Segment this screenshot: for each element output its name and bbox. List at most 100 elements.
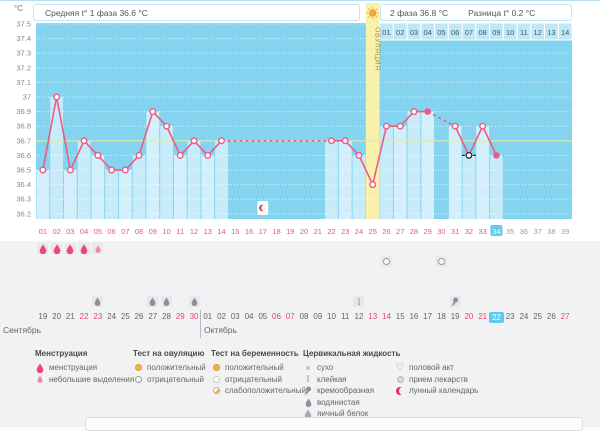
cycle-day-number[interactable]: 12 xyxy=(190,227,198,236)
menstruation-mark[interactable] xyxy=(92,243,104,254)
date-cell[interactable]: 03 xyxy=(230,312,240,321)
temp-point[interactable] xyxy=(341,137,349,145)
temp-point[interactable] xyxy=(204,151,212,159)
cervical-fluid-mark[interactable]: I xyxy=(353,296,365,307)
temp-point[interactable] xyxy=(369,181,377,189)
date-cell[interactable]: 07 xyxy=(285,312,295,321)
date-cell[interactable]: 26 xyxy=(546,312,556,321)
date-cell[interactable]: 25 xyxy=(533,312,543,321)
date-cell[interactable]: 27 xyxy=(148,312,158,321)
cycle-day-number[interactable]: 03 xyxy=(66,227,74,236)
date-cell[interactable]: 18 xyxy=(436,312,446,321)
menstruation-mark[interactable] xyxy=(37,243,49,254)
cycle-day-number[interactable]: 15 xyxy=(231,227,239,236)
cycle-day-number[interactable]: 11 xyxy=(176,227,184,236)
temp-point[interactable] xyxy=(327,137,335,145)
cervical-fluid-mark[interactable] xyxy=(188,296,200,307)
temp-point[interactable] xyxy=(355,151,363,159)
cervical-fluid-mark[interactable] xyxy=(147,296,159,307)
cycle-day-number[interactable]: 27 xyxy=(396,227,404,236)
cycle-day-number[interactable]: 36 xyxy=(520,227,528,236)
date-cell[interactable]: 01 xyxy=(203,312,213,321)
date-cell[interactable]: 10 xyxy=(327,312,336,321)
cycle-day-number[interactable]: 29 xyxy=(424,227,432,236)
date-cell[interactable]: 28 xyxy=(162,312,172,321)
cycle-day-number[interactable]: 34 xyxy=(492,227,500,236)
cervical-fluid-mark[interactable] xyxy=(161,296,173,307)
temp-point[interactable] xyxy=(396,122,404,130)
cycle-day-number[interactable]: 08 xyxy=(135,227,143,236)
temp-point[interactable] xyxy=(410,108,418,116)
cycle-day-number[interactable]: 26 xyxy=(382,227,390,236)
temp-point[interactable] xyxy=(218,137,226,145)
date-cell[interactable]: 14 xyxy=(382,312,391,321)
date-cell[interactable]: 24 xyxy=(107,312,117,321)
temp-point[interactable] xyxy=(424,108,431,115)
date-cell[interactable]: 19 xyxy=(38,312,48,321)
date-cell[interactable]: 20 xyxy=(52,312,62,321)
date-cell[interactable]: 13 xyxy=(368,312,378,321)
date-cell[interactable]: 23 xyxy=(93,312,103,321)
cycle-day-number[interactable]: 06 xyxy=(107,227,115,236)
date-cell[interactable]: 17 xyxy=(423,312,433,321)
date-cell[interactable]: 05 xyxy=(258,312,268,321)
temp-point[interactable] xyxy=(176,151,184,159)
date-cell[interactable]: 06 xyxy=(272,312,281,321)
cycle-day-number[interactable]: 21 xyxy=(314,227,322,236)
date-cell[interactable]: 26 xyxy=(134,312,144,321)
ovulation-test-mark[interactable] xyxy=(435,256,447,267)
temp-point[interactable] xyxy=(190,137,198,145)
temp-point[interactable] xyxy=(94,151,102,159)
cycle-day-number[interactable]: 32 xyxy=(465,227,473,236)
cycle-day-number[interactable]: 05 xyxy=(94,227,102,236)
cycle-day-number[interactable]: 30 xyxy=(437,227,445,236)
date-cell[interactable]: 15 xyxy=(395,312,405,321)
cycle-day-number[interactable]: 19 xyxy=(286,227,294,236)
cycle-day-number[interactable]: 31 xyxy=(451,227,459,236)
date-cell[interactable]: 12 xyxy=(354,312,364,321)
date-cell[interactable]: 09 xyxy=(313,312,323,321)
cycle-day-number[interactable]: 13 xyxy=(204,227,212,236)
cycle-day-number[interactable]: 02 xyxy=(52,227,60,236)
date-cell[interactable]: 21 xyxy=(478,312,488,321)
date-cell[interactable]: 02 xyxy=(217,312,226,321)
cycle-day-number[interactable]: 24 xyxy=(355,227,363,236)
date-cell[interactable]: 21 xyxy=(65,312,75,321)
temp-point[interactable] xyxy=(493,152,500,159)
cycle-day-number[interactable]: 10 xyxy=(162,227,170,236)
temp-point[interactable] xyxy=(53,93,61,101)
cycle-day-number[interactable]: 01 xyxy=(39,227,47,236)
date-cell[interactable]: 23 xyxy=(505,312,515,321)
cycle-day-number[interactable]: 17 xyxy=(259,227,267,236)
cervical-fluid-mark[interactable] xyxy=(92,296,104,307)
date-cell[interactable]: 19 xyxy=(450,312,460,321)
cycle-day-number[interactable]: 23 xyxy=(341,227,349,236)
date-cell[interactable]: 30 xyxy=(189,312,199,321)
menstruation-mark[interactable] xyxy=(78,243,90,254)
temp-point[interactable] xyxy=(80,137,88,145)
cycle-day-number[interactable]: 07 xyxy=(121,227,129,236)
date-cell[interactable]: 24 xyxy=(519,312,529,321)
date-cell[interactable]: 16 xyxy=(409,312,419,321)
cycle-day-number[interactable]: 28 xyxy=(410,227,418,236)
temp-point[interactable] xyxy=(163,122,171,130)
cycle-day-number[interactable]: 39 xyxy=(561,227,569,236)
temp-point[interactable] xyxy=(465,151,473,159)
date-cell[interactable]: 27 xyxy=(560,312,570,321)
cycle-day-number[interactable]: 20 xyxy=(300,227,308,236)
menstruation-mark[interactable] xyxy=(64,243,76,254)
temp-point[interactable] xyxy=(451,122,459,130)
cycle-day-number[interactable]: 04 xyxy=(80,227,88,236)
cycle-day-number[interactable]: 22 xyxy=(327,227,335,236)
date-cell[interactable]: 25 xyxy=(120,312,130,321)
cycle-day-number[interactable]: 09 xyxy=(149,227,157,236)
date-cell[interactable]: 20 xyxy=(464,312,474,321)
date-cell[interactable]: 11 xyxy=(341,312,350,321)
temp-point[interactable] xyxy=(479,122,487,130)
date-cell[interactable]: 29 xyxy=(175,312,185,321)
cervical-fluid-mark[interactable] xyxy=(449,296,461,307)
temp-point[interactable] xyxy=(135,151,143,159)
ovulation-test-mark[interactable] xyxy=(380,256,392,267)
cycle-day-number[interactable]: 38 xyxy=(547,227,555,236)
